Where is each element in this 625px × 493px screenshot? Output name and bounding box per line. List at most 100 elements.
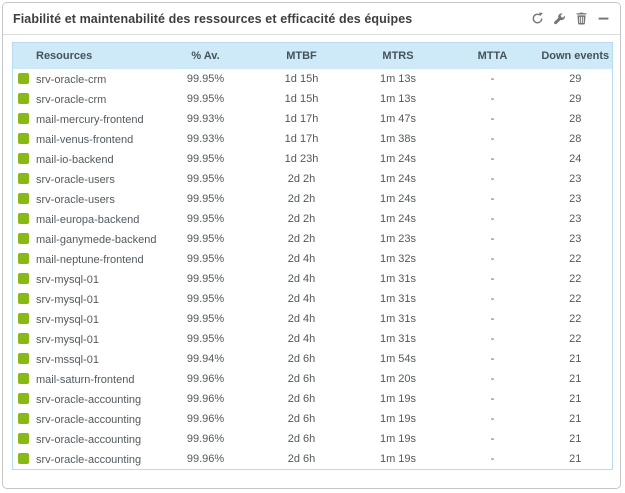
resource-cell: srv-mysql-01 (13, 269, 158, 289)
collapse-icon[interactable] (596, 12, 610, 26)
availability-cell: 99.95% (186, 193, 225, 205)
resource-cell: mail-neptune-frontend (13, 249, 158, 269)
down-events-cell: 21 (569, 433, 582, 445)
resource-name: srv-oracle-users (36, 193, 115, 206)
column-header-availability[interactable]: % Av. (157, 42, 254, 69)
mtbf-cell: 2d 2h (287, 233, 316, 245)
mtrs-cell: 1m 32s (379, 253, 417, 265)
table-row[interactable]: srv-mysql-01 99.95% 2d 4h 1m 31s - 22 (13, 269, 613, 289)
table-row[interactable]: srv-oracle-accounting 99.96% 2d 6h 1m 19s - 2… (13, 409, 613, 429)
widget-actions (530, 12, 610, 26)
resource-cell: srv-mssql-01 (13, 349, 158, 369)
down-events-cell: 28 (569, 133, 582, 145)
mtrs-cell: 1m 13s (379, 93, 417, 105)
table-row[interactable]: mail-ganymede-backend 99.95% 2d 2h 1m 23s - 2… (13, 229, 613, 249)
availability-cell: 99.95% (186, 173, 225, 185)
availability-cell: 99.95% (186, 253, 225, 265)
resource-name: mail-europa-backend (36, 213, 140, 226)
table-row[interactable]: mail-saturn-frontend 99.96% 2d 6h 1m 20s - 21 (13, 369, 613, 389)
status-ok-icon (18, 132, 29, 144)
resource-name: srv-oracle-crm (36, 73, 107, 86)
availability-cell: 99.96% (186, 393, 225, 405)
status-ok-icon (18, 272, 29, 284)
status-ok-icon (18, 332, 29, 344)
table-row[interactable]: srv-oracle-accounting 99.96% 2d 6h 1m 19s - 2… (13, 449, 613, 470)
table-row[interactable]: srv-oracle-crm 99.95% 1d 15h 1m 13s - 29 (13, 89, 613, 109)
mtta-cell: - (490, 153, 495, 165)
status-ok-icon (18, 192, 29, 204)
trash-icon[interactable] (574, 12, 588, 26)
down-events-cell: 29 (569, 93, 582, 105)
table-row[interactable]: srv-oracle-users 99.95% 2d 2h 1m 24s - 23 (13, 169, 613, 189)
availability-cell: 99.93% (186, 133, 225, 145)
table-row[interactable]: srv-oracle-crm 99.95% 1d 15h 1m 13s - 29 (13, 69, 613, 89)
resource-cell: srv-oracle-accounting (13, 409, 158, 429)
availability-cell: 99.95% (186, 333, 225, 345)
column-header-mtrs[interactable]: MTRS (349, 42, 447, 69)
mtrs-cell: 1m 20s (379, 373, 417, 385)
mtrs-cell: 1m 31s (379, 333, 417, 345)
table-row[interactable]: mail-io-backend 99.95% 1d 23h 1m 24s - 24 (13, 149, 613, 169)
table-row[interactable]: mail-europa-backend 99.95% 2d 2h 1m 24s - 23 (13, 209, 613, 229)
mtrs-cell: 1m 24s (379, 193, 417, 205)
availability-cell: 99.95% (186, 153, 225, 165)
mtbf-cell: 1d 17h (284, 133, 319, 145)
mtbf-cell: 2d 6h (287, 353, 316, 365)
mtta-cell: - (490, 73, 495, 85)
availability-cell: 99.96% (186, 453, 225, 465)
resource-name: mail-saturn-frontend (36, 373, 135, 386)
column-header-resources[interactable]: Resources (12, 42, 158, 69)
mtta-cell: - (490, 333, 495, 345)
table-row[interactable]: srv-oracle-accounting 99.96% 2d 6h 1m 19s - 2… (13, 429, 613, 449)
availability-cell: 99.95% (186, 233, 225, 245)
table-row[interactable]: mail-venus-frontend 99.93% 1d 17h 1m 38s - 28 (13, 129, 613, 149)
resource-name: mail-io-backend (36, 153, 114, 166)
resource-name: srv-mssql-01 (36, 353, 99, 366)
resource-name: srv-oracle-crm (36, 93, 107, 106)
resource-cell: mail-europa-backend (13, 209, 158, 229)
resource-cell: srv-oracle-accounting (13, 449, 158, 470)
mtrs-cell: 1m 54s (379, 353, 417, 365)
resource-name: srv-oracle-accounting (36, 453, 142, 466)
widget-title: Fiabilité et maintenabilité des ressourc… (13, 11, 413, 26)
column-header-down-events[interactable]: Down events (538, 42, 613, 69)
mtrs-cell: 1m 31s (379, 273, 417, 285)
resource-name: srv-oracle-accounting (36, 393, 142, 406)
mtbf-cell: 1d 23h (284, 153, 319, 165)
mtbf-cell: 2d 4h (287, 293, 316, 305)
table-row[interactable]: srv-mysql-01 99.95% 2d 4h 1m 31s - 22 (13, 289, 613, 309)
column-header-mtta[interactable]: MTTA (446, 42, 539, 69)
status-ok-icon (18, 212, 29, 224)
down-events-cell: 22 (569, 273, 582, 285)
wrench-icon[interactable] (552, 12, 566, 26)
mtrs-cell: 1m 13s (379, 73, 417, 85)
resource-name: srv-oracle-users (36, 173, 115, 186)
mtrs-cell: 1m 47s (379, 113, 417, 125)
table-row[interactable]: srv-mysql-01 99.95% 2d 4h 1m 31s - 22 (13, 309, 613, 329)
availability-cell: 99.95% (186, 273, 225, 285)
mtrs-cell: 1m 19s (379, 433, 417, 445)
status-ok-icon (18, 392, 29, 404)
mtta-cell: - (490, 173, 495, 185)
widget-body: Resources % Av. MTBF MTRS MTTA Down even… (3, 35, 620, 470)
resource-cell: srv-oracle-crm (13, 89, 158, 109)
mtbf-cell: 1d 15h (284, 93, 319, 105)
table-row[interactable]: mail-mercury-frontend 99.93% 1d 17h 1m 47s -… (13, 109, 613, 129)
refresh-icon[interactable] (530, 12, 544, 26)
column-header-mtbf[interactable]: MTBF (253, 42, 350, 69)
resource-cell: mail-ganymede-backend (13, 229, 158, 249)
table-row[interactable]: srv-oracle-users 99.95% 2d 2h 1m 24s - 23 (13, 189, 613, 209)
mtbf-cell: 2d 6h (287, 373, 316, 385)
status-ok-icon (18, 432, 29, 444)
mtta-cell: - (490, 113, 495, 125)
table-row[interactable]: mail-neptune-frontend 99.95% 2d 4h 1m 32s - 2… (13, 249, 613, 269)
status-ok-icon (18, 232, 29, 244)
resource-cell: srv-mysql-01 (13, 329, 158, 349)
table-row[interactable]: srv-mssql-01 99.94% 2d 6h 1m 54s - 21 (13, 349, 613, 369)
mtbf-cell: 2d 6h (287, 433, 316, 445)
table-row[interactable]: srv-oracle-accounting 99.96% 2d 6h 1m 19s - 2… (13, 389, 613, 409)
availability-cell: 99.95% (186, 73, 225, 85)
table-row[interactable]: srv-mysql-01 99.95% 2d 4h 1m 31s - 22 (13, 329, 613, 349)
status-ok-icon (18, 72, 29, 84)
down-events-cell: 21 (569, 393, 582, 405)
